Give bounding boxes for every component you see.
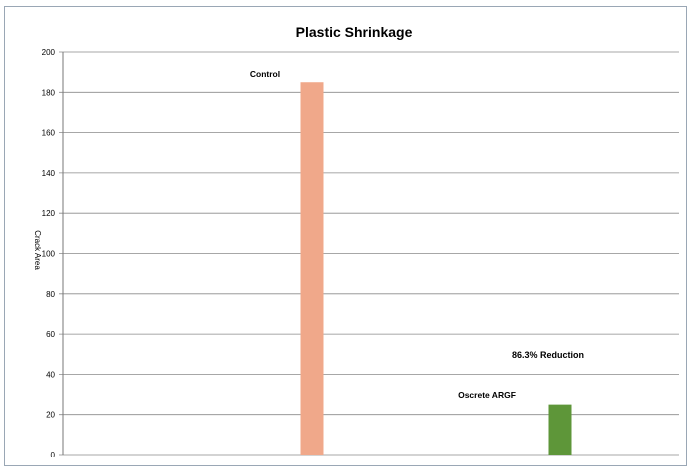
bar-oscrete-argf [548, 404, 572, 455]
y-tick-label: 140 [42, 169, 56, 178]
chart-title: Plastic Shrinkage [296, 24, 413, 40]
bars [300, 82, 572, 455]
y-tick-label: 160 [42, 129, 56, 138]
y-tick-label: 180 [42, 88, 56, 97]
bar-labels: Control Oscrete ARGF [250, 69, 516, 400]
y-axis: 0 20 40 60 80 100 120 140 160 180 200 [42, 48, 64, 457]
y-axis-label: Crack Area [33, 230, 42, 270]
y-tick-label: 20 [46, 411, 55, 420]
gridlines [59, 51, 679, 456]
y-tick-label: 200 [42, 48, 56, 57]
y-tick-label: 80 [46, 290, 55, 299]
reduction-annotation: 86.3% Reduction [512, 350, 584, 360]
y-tick-label: 120 [42, 209, 56, 218]
y-tick-label: 0 [51, 451, 56, 457]
y-tick-label: 40 [46, 370, 55, 379]
y-tick-label: 100 [42, 250, 56, 259]
y-tick-label: 60 [46, 330, 55, 339]
bar-label: Oscrete ARGF [458, 390, 516, 400]
bar-control [300, 82, 324, 455]
bar-label: Control [250, 69, 280, 79]
chart-frame [4, 6, 687, 466]
